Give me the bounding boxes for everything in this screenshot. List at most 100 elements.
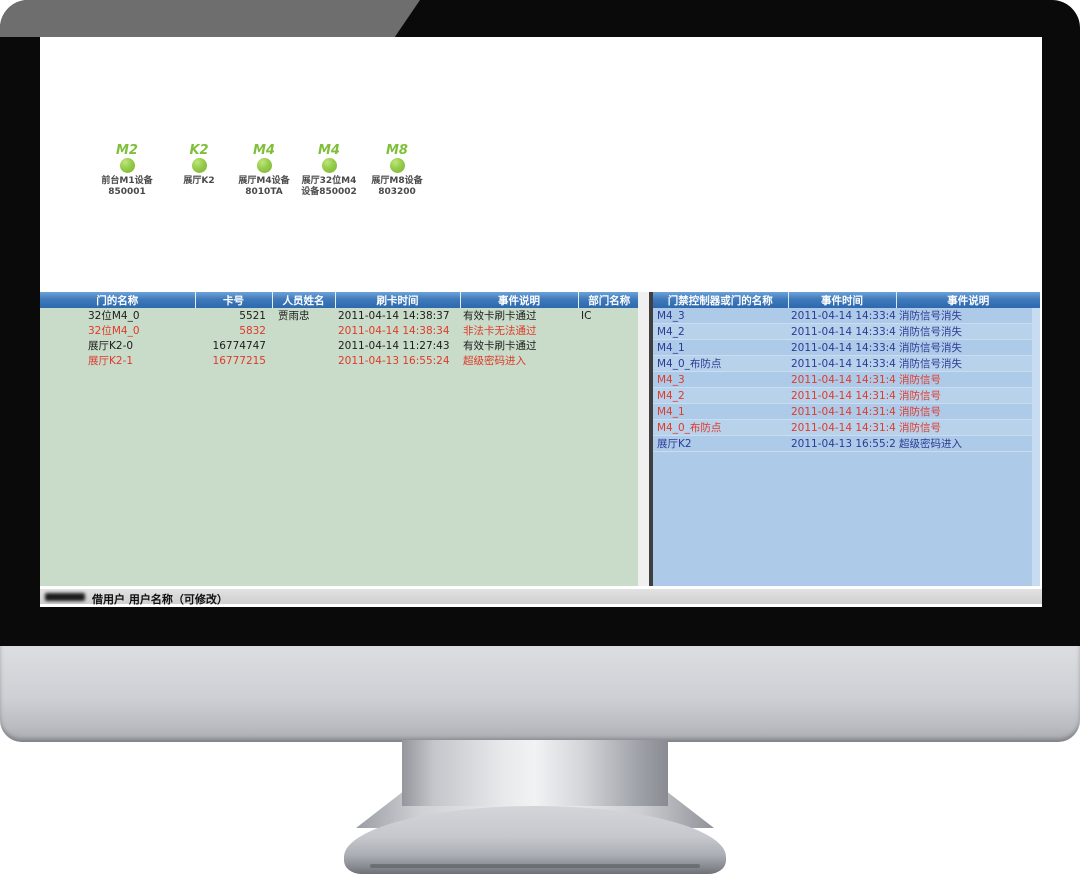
table-row[interactable]: 32位M4_0 5521 贾雨忠 2011-04-14 14:38:37 有效卡… [40,308,640,323]
device-node-m4a[interactable]: M4 展厅M4设备 8010TA [230,143,298,197]
device-name-line2: 850001 [108,186,146,197]
table-row[interactable]: 展厅K2-0 16774747 2011-04-14 11:27:43 有效卡刷… [40,338,640,353]
cell-event: 超级密码进入 [899,438,962,450]
cell-person [272,353,335,368]
device-name-line1: 前台M1设备 [101,176,153,186]
device-status-icon [389,158,405,173]
cell-time: 2011-04-14 14:31:40 [791,373,896,386]
cell-controller: M4_3 [657,309,685,322]
device-status-icon [119,158,135,173]
cell-controller: M4_2 [657,389,685,402]
cell-time: 2011-04-14 14:31:40 [791,405,896,418]
monitor-stand-neck [402,740,668,806]
table-row[interactable]: M4_1 2011-04-14 14:31:40 消防信号 [653,404,1040,420]
cell-event: 消防信号 [899,406,941,418]
cell-dept [578,353,640,368]
device-status-icon [256,158,272,173]
col-header-event[interactable]: 事件说明 [459,292,578,308]
table-row[interactable]: M4_0_布防点 2011-04-14 14:33:49 消防信号消失 [653,355,1040,372]
cell-event: 消防信号消失 [899,358,962,370]
cell-event: 消防信号消失 [899,326,962,338]
col-header-dept[interactable]: 部门名称 [577,292,640,308]
table-row[interactable]: 32位M4_0 5832 2011-04-14 14:38:34 非法卡无法通过 [40,323,640,338]
table-row[interactable]: 展厅K2-1 16777215 2011-04-13 16:55:24 超级密码… [40,353,640,368]
table-row[interactable]: M4_1 2011-04-14 14:33:49 消防信号消失 [653,340,1040,356]
device-name-line1: 展厅K2 [183,176,215,186]
device-status-icon [191,158,207,173]
cell-door: 32位M4_0 [88,310,140,322]
device-name-line2: 设备850002 [301,186,357,197]
cell-card: 16777215 [212,354,266,367]
device-node-m8[interactable]: M8 展厅M8设备 803200 [363,143,431,197]
cell-person [272,323,335,338]
col-header-person[interactable]: 人员姓名 [271,292,335,308]
cell-door: 展厅K2-0 [88,340,134,352]
col-header-event-desc[interactable]: 事件说明 [895,292,1040,308]
cell-controller: M4_3 [657,373,685,386]
cell-time: 2011-04-14 14:33:49 [791,325,896,338]
scrollbar[interactable] [1032,308,1040,586]
cell-time: 2011-04-13 16:55:24 [791,437,896,450]
cell-door: 展厅K2-1 [88,355,134,367]
cell-dept [578,338,640,353]
event-log-header-row: 门禁控制器或门的名称 事件时间 事件说明 [653,292,1040,308]
device-name-line1: 展厅M8设备 [371,176,423,186]
cell-person: 贾雨忠 [278,310,310,322]
monitor-chin [0,646,1080,742]
status-text: 借用户 用户名称（可修改） [92,593,228,606]
cell-card: 16774747 [212,339,266,352]
device-node-k2[interactable]: K2 展厅K2 [165,143,233,187]
cell-time: 2011-04-14 14:33:49 [791,357,896,370]
cell-time: 2011-04-14 14:31:40 [791,389,896,402]
col-header-event-time[interactable]: 事件时间 [787,292,896,308]
table-row[interactable]: M4_3 2011-04-14 14:33:49 消防信号消失 [653,308,1040,324]
status-logo-smudge [45,593,85,601]
cell-controller: M4_1 [657,405,685,418]
device-name-line1: 展厅32位M4 [301,176,357,186]
cell-dept [578,323,640,338]
device-name-line2: 803200 [378,186,416,197]
cell-time: 2011-04-14 14:38:34 [338,324,450,337]
cell-time: 2011-04-14 14:31:40 [791,421,896,434]
table-row[interactable]: M4_3 2011-04-14 14:31:40 消防信号 [653,372,1040,388]
table-row[interactable]: M4_2 2011-04-14 14:33:49 消防信号消失 [653,323,1040,340]
cell-event: 非法卡无法通过 [463,325,537,337]
cell-card: 5521 [239,309,266,322]
cell-event: 消防信号 [899,390,941,402]
cell-time: 2011-04-13 16:55:24 [338,354,450,367]
cell-controller: M4_2 [657,325,685,338]
col-header-time[interactable]: 刷卡时间 [334,292,460,308]
cell-door: 32位M4_0 [88,325,140,337]
cell-controller: M4_1 [657,341,685,354]
status-bar: 借用户 用户名称（可修改） [40,588,1042,606]
cell-event: 有效卡刷卡通过 [463,340,537,352]
cell-event: 消防信号 [899,422,941,434]
cell-time: 2011-04-14 14:38:37 [338,309,450,322]
col-header-card[interactable]: 卡号 [194,292,272,308]
device-model-label: K2 [189,143,209,158]
device-node-m2[interactable]: M2 前台M1设备 850001 [93,143,161,197]
cell-card: 5832 [239,324,266,337]
swipe-log-panel: 门的名称 卡号 人员姓名 刷卡时间 事件说明 部门名称 32位M4_0 5521… [40,292,640,586]
device-model-label: M4 [253,143,275,158]
device-model-label: M4 [318,143,340,158]
cell-event: 消防信号消失 [899,310,962,322]
swipe-log-header-row: 门的名称 卡号 人员姓名 刷卡时间 事件说明 部门名称 [40,292,640,308]
table-row[interactable]: M4_0_布防点 2011-04-14 14:31:40 消防信号 [653,419,1040,436]
table-row[interactable]: M4_2 2011-04-14 14:31:40 消防信号 [653,387,1040,404]
cell-controller: M4_0_布防点 [657,358,722,370]
table-row[interactable]: 展厅K2 2011-04-13 16:55:24 超级密码进入 [653,436,1040,452]
panel-divider[interactable] [638,292,653,586]
cell-event: 有效卡刷卡通过 [463,310,537,322]
col-header-controller[interactable]: 门禁控制器或门的名称 [653,292,788,308]
event-log-panel: 门禁控制器或门的名称 事件时间 事件说明 M4_3 2011-04-14 14:… [653,292,1040,586]
cell-time: 2011-04-14 11:27:43 [338,339,450,352]
device-model-label: M2 [116,143,138,158]
monitor-stand-base-rim [370,864,700,868]
event-log-table: 门禁控制器或门的名称 事件时间 事件说明 M4_3 2011-04-14 14:… [653,292,1040,452]
cell-event: 超级密码进入 [463,355,526,367]
col-header-door[interactable]: 门的名称 [40,292,195,308]
device-node-m4b[interactable]: M4 展厅32位M4 设备850002 [295,143,363,197]
cell-controller: M4_0_布防点 [657,422,722,434]
